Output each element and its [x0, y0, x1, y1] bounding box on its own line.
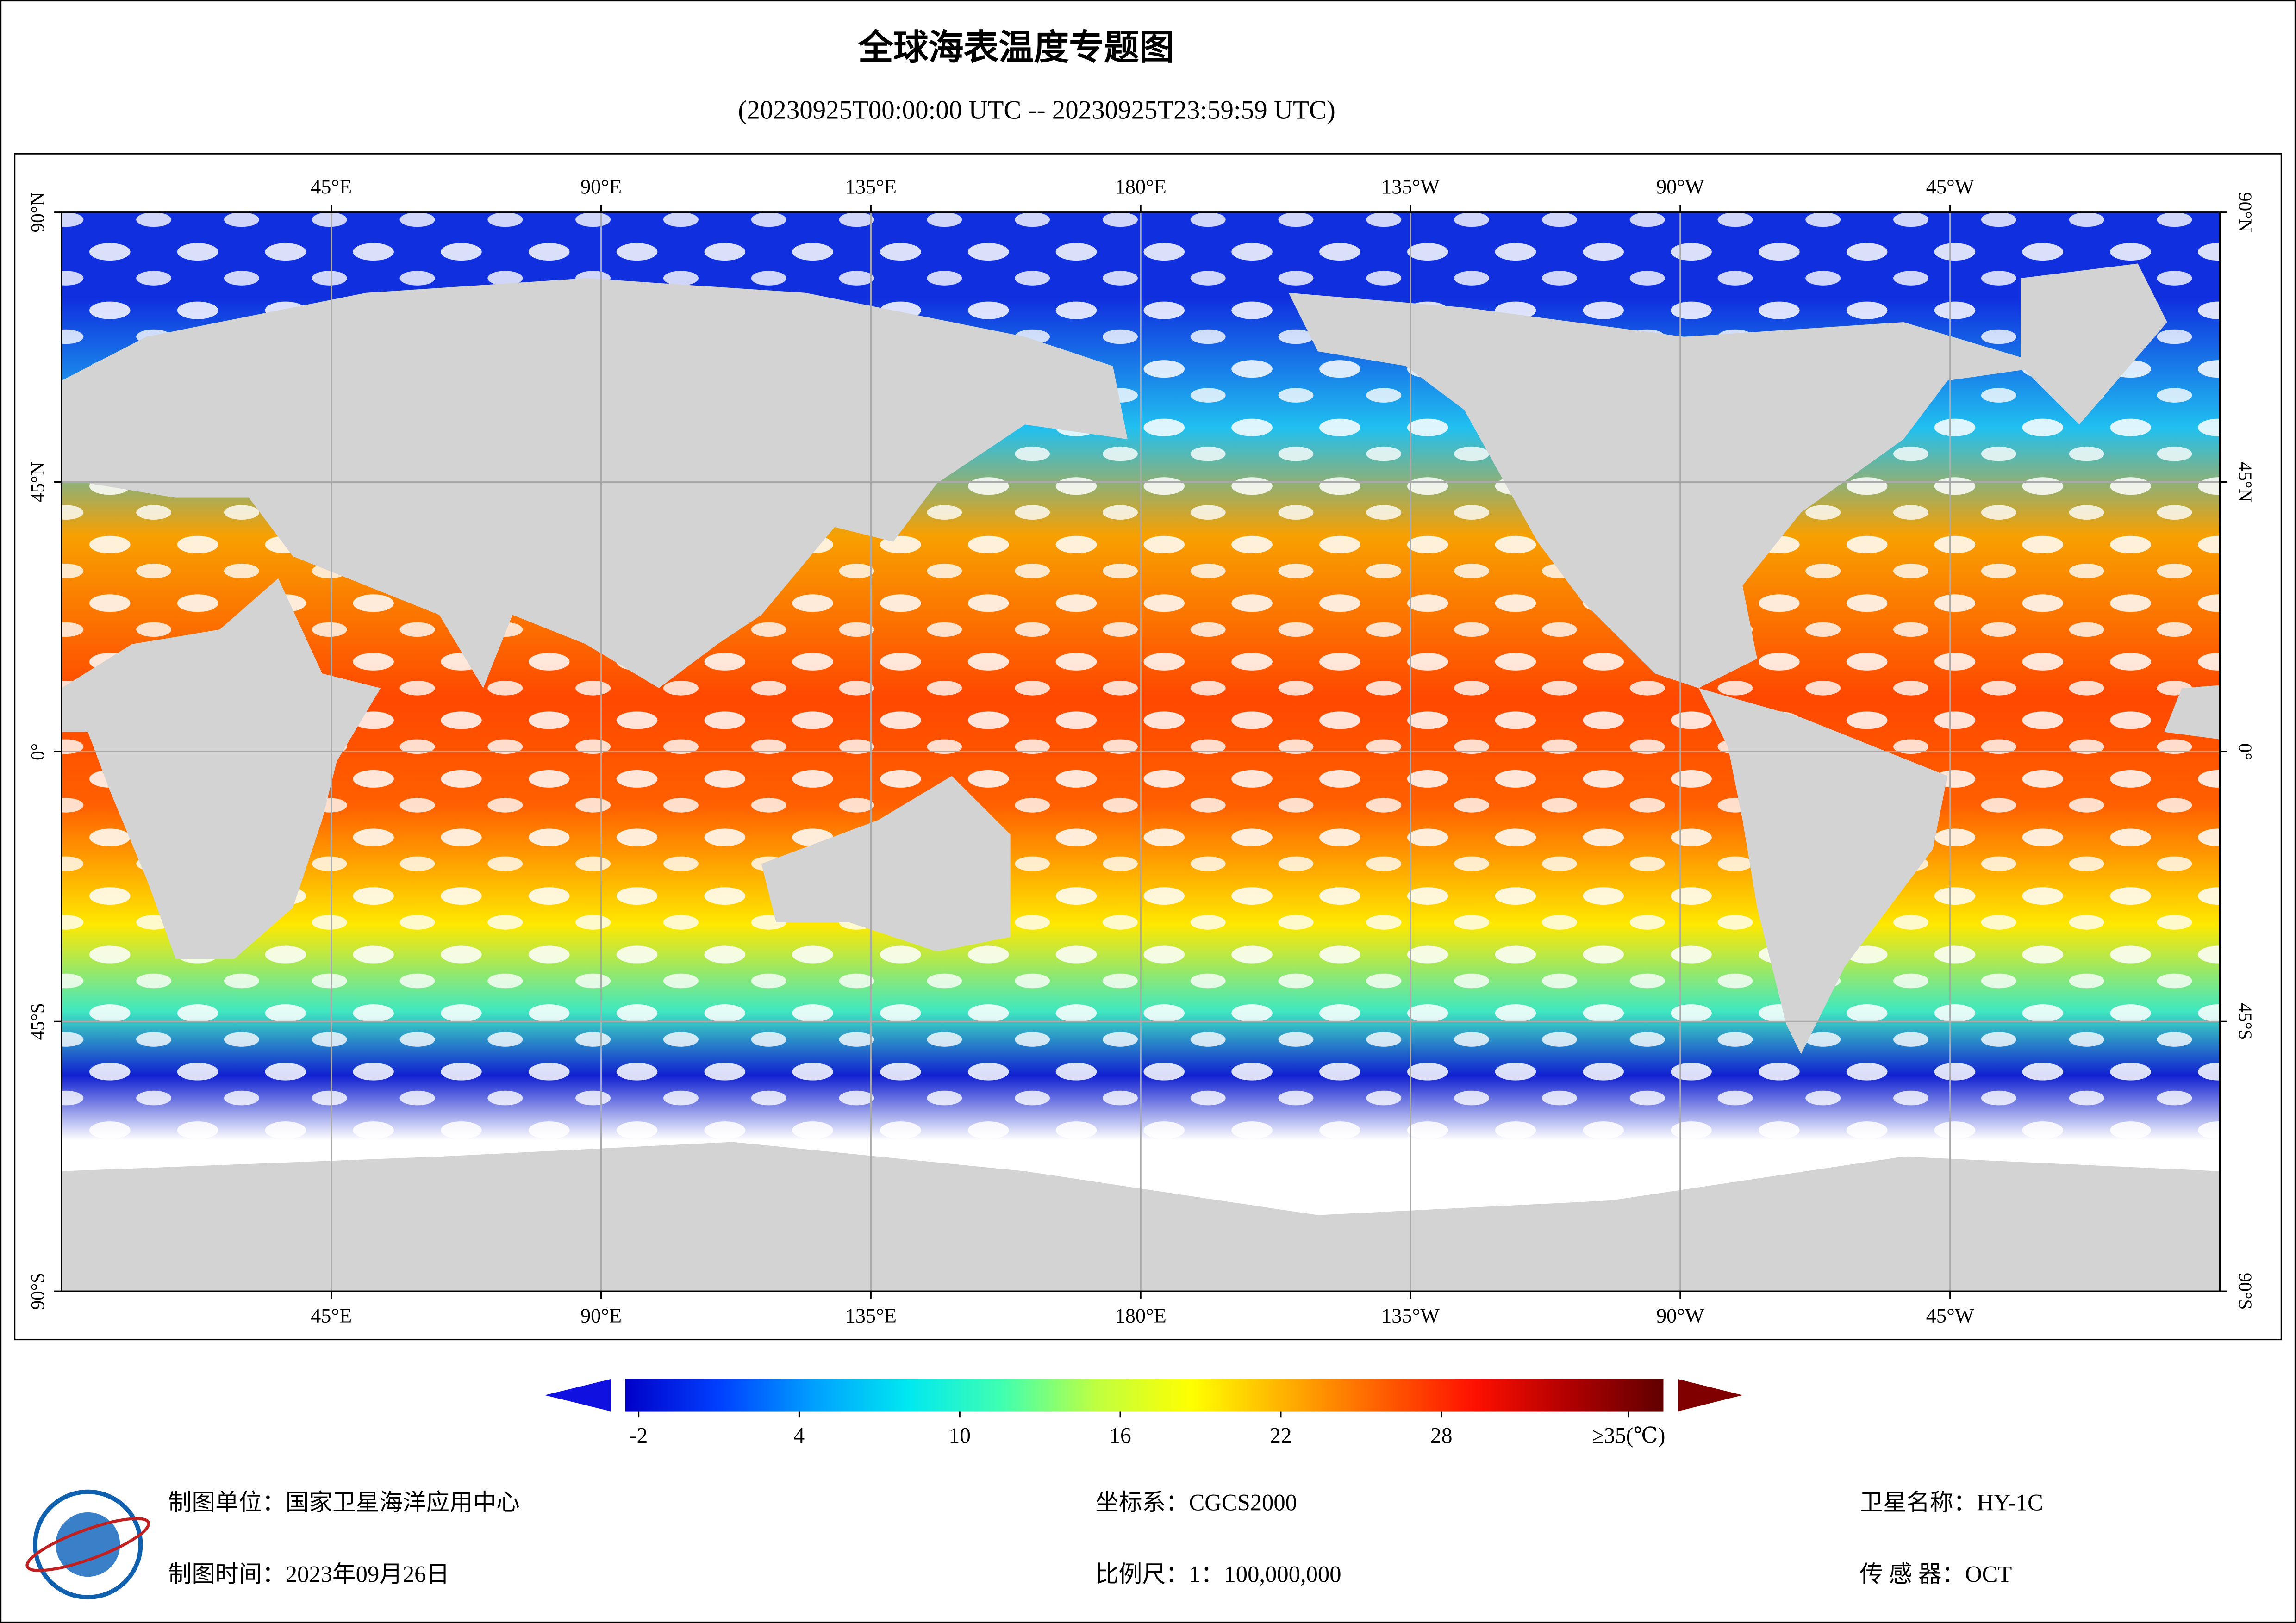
- lon-label: 135°E: [845, 175, 897, 198]
- lat-label: 0°: [27, 743, 48, 760]
- footer-scale: 比例尺：1：100,000,000: [1095, 1561, 1341, 1587]
- colorbar: [625, 1379, 1664, 1412]
- footer-sensor: 传 感 器：OCT: [1859, 1561, 2012, 1587]
- footer-crs: 坐标系：CGCS2000: [1095, 1490, 1297, 1516]
- lon-label: 135°W: [1381, 1304, 1440, 1327]
- colorbar-label: 16: [1109, 1424, 1131, 1448]
- lon-label: 45°W: [1926, 175, 1974, 198]
- lon-label: 45°E: [311, 175, 352, 198]
- lon-label: 90°W: [1656, 175, 1704, 198]
- logo: [25, 1489, 150, 1600]
- lon-label: 180°E: [1115, 175, 1167, 198]
- lat-label: 90°N: [2235, 192, 2256, 232]
- lat-label: 45°N: [2235, 462, 2256, 502]
- colorbar-over: [1678, 1379, 1743, 1412]
- lon-label: 135°E: [845, 1304, 897, 1327]
- title: 全球海表温度专题图: [858, 27, 1174, 68]
- lat-label: 45°N: [27, 462, 48, 502]
- lat-label: 90°N: [27, 192, 48, 232]
- colorbar-label: 22: [1270, 1424, 1292, 1448]
- map-frame: [14, 153, 2282, 1341]
- footer-date: 制图时间：2023年09月26日: [168, 1561, 449, 1587]
- lat-label: 45°S: [2235, 1003, 2256, 1040]
- colorbar-label: 28: [1430, 1424, 1452, 1448]
- colorbar-label: 10: [949, 1424, 971, 1448]
- colorbar-label: 4: [794, 1424, 805, 1448]
- lat-label: 90°S: [2235, 1273, 2256, 1310]
- lon-label: 135°W: [1381, 175, 1440, 198]
- lon-label: 90°W: [1656, 1304, 1704, 1327]
- colorbar-label: ≥35(℃): [1592, 1424, 1665, 1448]
- lat-label: 45°S: [27, 1003, 48, 1040]
- lon-label: 180°E: [1115, 1304, 1167, 1327]
- colorbar-label: -2: [630, 1424, 648, 1448]
- lon-label: 90°E: [580, 175, 622, 198]
- subtitle: (20230925T00:00:00 UTC -- 20230925T23:59…: [738, 96, 1335, 125]
- footer-unit: 制图单位：国家卫星海洋应用中心: [168, 1490, 520, 1516]
- lon-label: 45°W: [1926, 1304, 1974, 1327]
- colorbar-under: [544, 1379, 611, 1412]
- lon-label: 90°E: [580, 1304, 622, 1327]
- lon-label: 45°E: [311, 1304, 352, 1327]
- lat-label: 0°: [2235, 743, 2256, 760]
- lat-label: 90°S: [27, 1273, 48, 1310]
- footer-satellite: 卫星名称：HY-1C: [1859, 1490, 2043, 1516]
